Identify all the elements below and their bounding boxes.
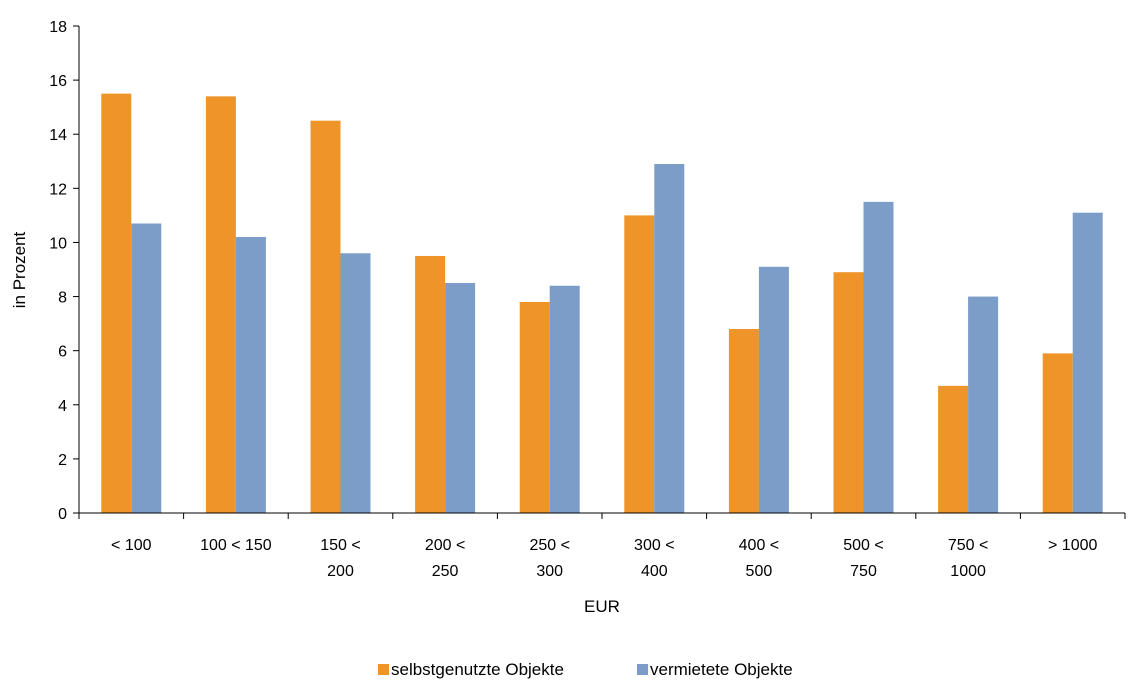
y-tick-label: 6 bbox=[58, 344, 67, 361]
x-tick-label: 300 bbox=[536, 563, 563, 580]
y-axis-title: in Prozent bbox=[10, 231, 29, 308]
bar-vermietete-3 bbox=[340, 253, 371, 513]
legend-label: selbstgenutzte Objekte bbox=[391, 660, 564, 679]
x-tick-label: 200 bbox=[327, 563, 354, 580]
bar-vermietete-7 bbox=[758, 266, 789, 513]
y-tick-label: 8 bbox=[58, 290, 67, 307]
bar-vermietete-5 bbox=[549, 285, 580, 513]
y-tick-label: 16 bbox=[49, 73, 67, 90]
legend-label: vermietete Objekte bbox=[650, 660, 793, 679]
x-axis-tick-labels: < 100 100 < 150 150 < 200 200 < 250 250 < 300 30… bbox=[111, 537, 1097, 580]
legend-swatch bbox=[378, 664, 389, 675]
bar-selbstgenutzte-7 bbox=[728, 329, 759, 513]
bar-vermietete-9 bbox=[968, 296, 999, 513]
x-tick-label: > 1000 bbox=[1048, 537, 1097, 554]
x-tick-label: 750 bbox=[850, 563, 877, 580]
y-tick-label: 12 bbox=[49, 181, 67, 198]
bar-selbstgenutzte-1 bbox=[101, 93, 132, 513]
y-tick-label: 4 bbox=[58, 398, 67, 415]
bar-vermietete-6 bbox=[654, 163, 685, 513]
x-tick-label: 300 < bbox=[634, 537, 674, 554]
y-axis-tick-labels: 0 2 4 6 8 10 12 14 16 18 bbox=[49, 19, 67, 523]
x-tick-label: 200 < bbox=[425, 537, 465, 554]
bar-selbstgenutzte-6 bbox=[624, 215, 655, 513]
x-tick-label: 750 < bbox=[948, 537, 988, 554]
x-tick-label: 1000 bbox=[950, 563, 986, 580]
bar-vermietete-2 bbox=[235, 237, 266, 514]
x-tick-label: < 100 bbox=[111, 537, 152, 554]
bar-vermietete-8 bbox=[863, 201, 894, 513]
x-tick-label: 500 bbox=[746, 563, 773, 580]
x-tick-label: 250 bbox=[432, 563, 459, 580]
y-tick-label: 2 bbox=[58, 452, 67, 469]
bar-selbstgenutzte-10 bbox=[1042, 353, 1073, 513]
y-tick-label: 18 bbox=[49, 19, 67, 36]
x-tick-label: 400 bbox=[641, 563, 668, 580]
x-axis-ticks bbox=[78, 513, 1126, 519]
x-tick-label: 400 < bbox=[739, 537, 779, 554]
bar-selbstgenutzte-8 bbox=[833, 272, 864, 513]
x-axis-title: EUR bbox=[584, 597, 620, 616]
x-tick-label: 100 < 150 bbox=[200, 537, 272, 554]
x-tick-label: 250 < bbox=[529, 537, 569, 554]
y-axis-ticks bbox=[73, 25, 79, 514]
legend-swatch bbox=[637, 664, 648, 675]
bars bbox=[101, 93, 1103, 514]
bar-selbstgenutzte-5 bbox=[519, 301, 550, 513]
x-tick-label: 500 < bbox=[843, 537, 883, 554]
y-tick-label: 14 bbox=[49, 127, 67, 144]
bar-selbstgenutzte-4 bbox=[415, 255, 446, 513]
legend: selbstgenutzte Objekte vermietete Objekte bbox=[378, 660, 793, 679]
bar-vermietete-1 bbox=[131, 223, 162, 513]
y-tick-label: 10 bbox=[49, 235, 67, 252]
bar-vermietete-10 bbox=[1072, 212, 1103, 513]
bar-selbstgenutzte-2 bbox=[205, 96, 236, 513]
x-tick-label: 150 < bbox=[320, 537, 360, 554]
bar-vermietete-4 bbox=[445, 283, 476, 513]
bar-selbstgenutzte-3 bbox=[310, 120, 341, 513]
bar-selbstgenutzte-9 bbox=[938, 385, 969, 513]
y-tick-label: 0 bbox=[58, 506, 67, 523]
